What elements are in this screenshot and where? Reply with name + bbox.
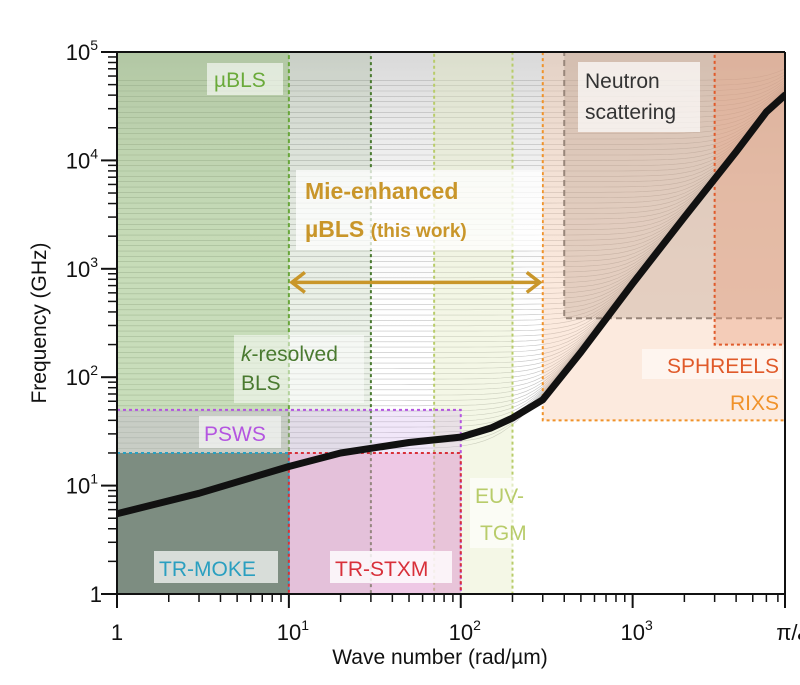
tick-base: 10 [620,620,644,645]
dispersion-curve [117,91,785,518]
tr-stxm-label-bg [330,551,452,583]
tr-moke-label-bg [154,551,278,583]
ubls-label-bg [207,63,283,95]
k-resolved-label: k-resolved [241,343,338,366]
mie-label-bg [296,170,542,250]
tick-base: 10 [66,257,90,282]
tick-base: 10 [277,620,301,645]
y-tick-label: 104 [66,145,98,173]
x-tick-label: 102 [449,617,481,645]
tick-exponent: 4 [90,145,98,161]
tick-exponent: 2 [90,362,98,378]
tick-base: 10 [449,620,473,645]
x-tick-label: 1 [111,620,123,645]
y-axis-title: Frequency (GHz) [28,242,51,403]
tr-stxm-label: TR-STXM [335,558,428,581]
tick-base: 10 [66,148,90,173]
tick-exponent: 1 [90,471,98,487]
thin-mode-line [117,88,785,145]
y-tick-label: 105 [66,37,98,65]
x-axis-title: Wave number (rad/µm) [332,646,548,669]
neutron-label-bg [578,62,700,132]
scattering-label: scattering [585,101,676,124]
thin-mode-line [117,91,785,252]
psws-label: PSWS [204,423,266,446]
tr-moke-label: TR-MOKE [159,558,256,581]
thin-mode-line [117,89,785,156]
tick-exponent: 1 [301,617,309,633]
arrow-head-right [525,270,543,294]
y-tick-label: 102 [66,362,98,390]
tick-base: 1 [90,582,102,607]
y-tick-label: 1 [90,582,102,607]
arrow-head-left [289,270,306,294]
thin-mode-line [117,89,785,150]
thin-mode-line [117,87,785,134]
x-tick-label: 101 [277,617,309,645]
sphreels-label-bg [642,349,782,379]
tick-base: 10 [66,40,90,65]
mie-label-note: (this work) [371,221,467,242]
tick-base: π/ [776,620,798,645]
y-tick-label: 101 [66,471,98,499]
tick-base: 1 [111,620,123,645]
mie-label-main: µBLS [305,216,371,242]
tick-base: 10 [66,365,90,390]
tgm-label: TGM [480,522,527,545]
psws-label-bg [199,416,281,448]
tick-exponent: 3 [645,617,653,633]
k-resolved-rest: -resolved [252,343,338,366]
ubls-label: µBLS [214,69,266,92]
thin-mode-line [117,88,785,140]
tick-exponent: 3 [90,254,98,270]
region-sphreels [713,52,785,346]
k-italic: k [241,343,253,366]
mie-label-line1: Mie-enhanced [305,178,458,204]
euv-label: EUV- [475,485,524,508]
y-tick-label: 103 [66,254,98,282]
x-tick-label: 103 [620,617,652,645]
bls-label: BLS [241,372,281,395]
tick-italic: a [798,620,800,645]
sphreels-label: SPHREELS [667,355,779,378]
euv-tgm-label-bg [470,478,542,548]
thin-mode-line [117,91,785,257]
tick-exponent: 5 [90,37,98,53]
thin-mode-line [117,90,785,161]
neutron-label: Neutron [585,70,660,93]
tick-base: 10 [66,474,90,499]
tick-exponent: 2 [473,617,481,633]
rixs-label: RIXS [730,392,779,415]
x-tick-label: π/a [776,620,800,645]
thin-mode-line [117,90,785,166]
k-resolved-label-bg [234,335,364,403]
mie-label-line2: µBLS (this work) [305,216,467,242]
